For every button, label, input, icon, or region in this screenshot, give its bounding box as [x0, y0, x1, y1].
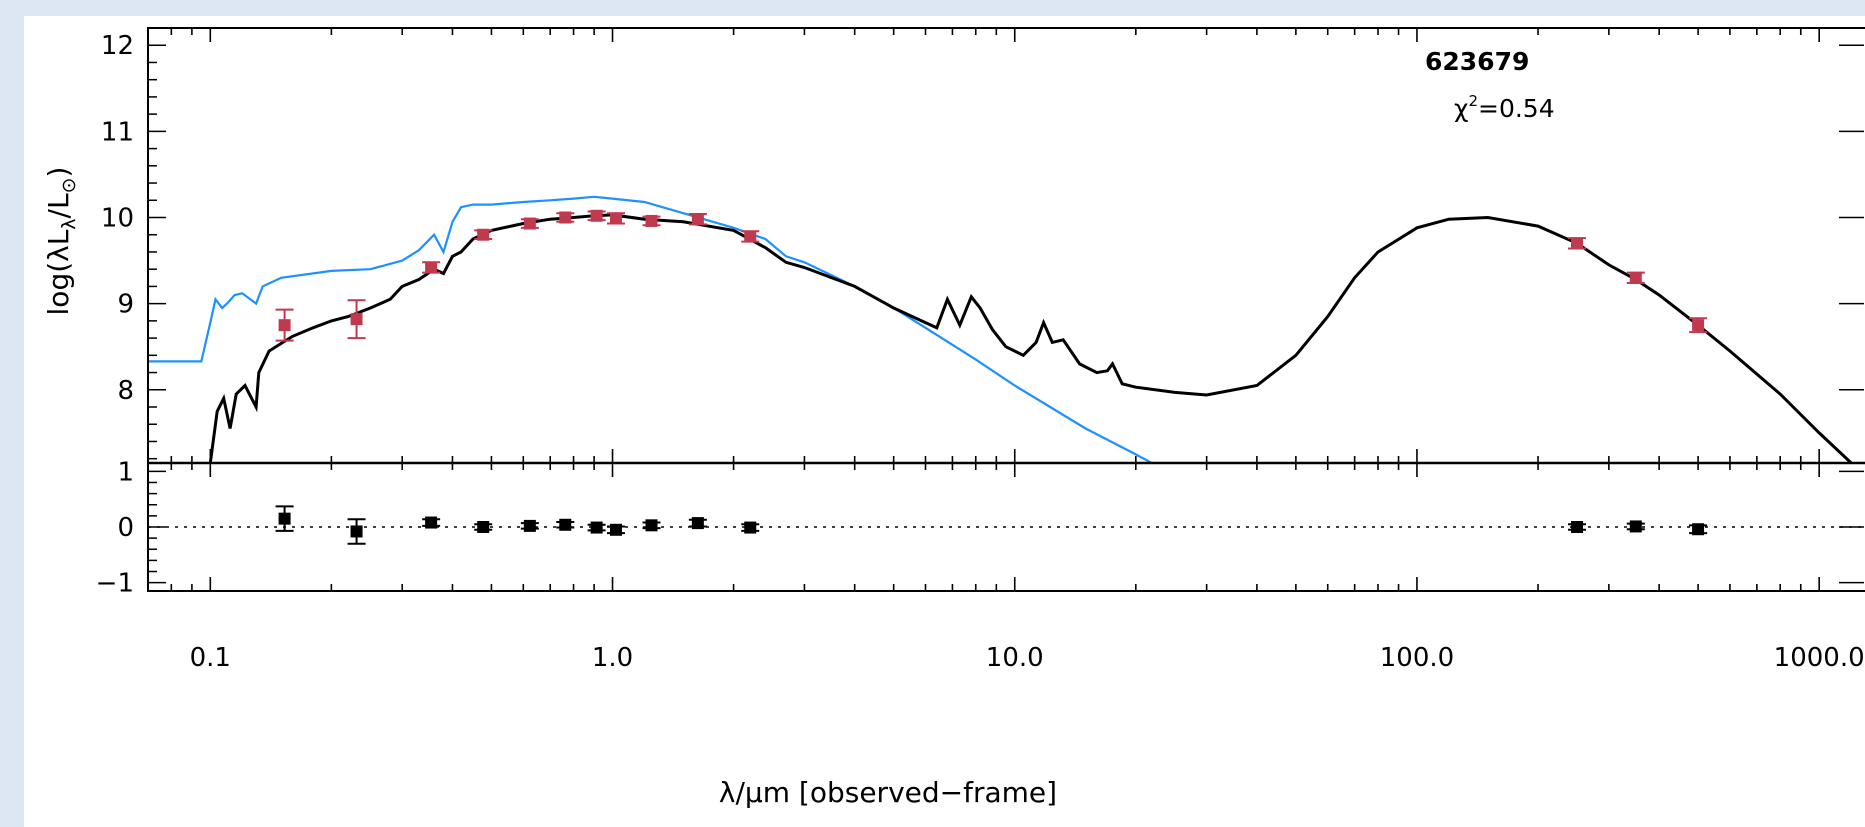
residual-marker — [559, 518, 572, 531]
residual-marker — [477, 521, 490, 533]
chi-square-label: χ2=0.54 — [1454, 92, 1555, 123]
photometry-point-11 — [1568, 237, 1587, 250]
photometry-marker — [1692, 319, 1705, 332]
photometry-marker — [744, 230, 757, 243]
chi-value: =0.54 — [1478, 94, 1555, 123]
photometry-point-4 — [520, 217, 539, 230]
y-tick-label: 10 — [101, 204, 134, 234]
residual-point-11 — [1568, 521, 1587, 533]
y-title-part-2: /L — [42, 193, 75, 218]
x-axis-title: λ/μm [observed−frame] — [719, 776, 1057, 809]
photometry-point-10 — [741, 230, 760, 243]
photometry-marker — [278, 319, 291, 332]
residual-point-12 — [1626, 520, 1645, 533]
residual-marker — [744, 521, 757, 534]
residual-point-13 — [1689, 523, 1708, 536]
residual-marker — [1692, 523, 1705, 536]
y-tick-label: 12 — [101, 31, 134, 61]
residual-point-2 — [422, 516, 441, 529]
residual-y-tick-label: −1 — [96, 569, 134, 599]
photometry-point-9 — [688, 213, 707, 226]
photometry-point-0 — [275, 308, 294, 342]
residual-point-4 — [520, 519, 539, 532]
residual-marker — [609, 523, 622, 536]
x-tick-label: 0.1 — [190, 643, 231, 673]
photometry-marker — [1571, 237, 1584, 250]
photometry-point-2 — [422, 261, 441, 274]
sed-figure: 0.1 1.0 10.0 100.0 1000.0 8 9 10 11 12 −1 0 1 623679… — [24, 16, 1865, 827]
residual-marker — [590, 521, 603, 534]
photometry-marker — [645, 214, 658, 227]
photometry-marker — [477, 228, 490, 241]
y-tick-label: 11 — [101, 117, 134, 147]
y-title-part-1: log(λL — [42, 229, 75, 315]
photometry-marker — [559, 211, 572, 224]
photometry-marker — [425, 261, 438, 274]
y-title-close: ) — [42, 167, 75, 178]
residual-point-1 — [347, 518, 366, 545]
photometry-marker — [691, 213, 704, 226]
photometry-marker — [523, 217, 536, 230]
object-id-label: 623679 — [1425, 47, 1529, 76]
chi-exponent: 2 — [1468, 92, 1478, 110]
residual-point-7 — [606, 523, 625, 536]
residual-marker — [1571, 521, 1584, 533]
photometry-point-7 — [606, 212, 625, 225]
residual-marker — [691, 517, 704, 530]
photometry-point-13 — [1689, 317, 1708, 334]
y-tick-label: 8 — [117, 376, 134, 406]
residual-marker — [1629, 520, 1642, 533]
photometry-marker — [350, 313, 363, 326]
photometry-marker — [1629, 271, 1642, 284]
photometry-marker — [609, 212, 622, 225]
sed-chart: 0.1 1.0 10.0 100.0 1000.0 8 9 10 11 12 −1 0 1 623679… — [42, 27, 1865, 809]
residual-marker — [645, 519, 658, 532]
y-title-sun: ⊙ — [58, 177, 80, 193]
residual-point-6 — [587, 521, 606, 534]
y-tick-label: 9 — [117, 290, 134, 320]
photometry-point-1 — [347, 299, 366, 340]
residual-y-tick-label: 0 — [117, 513, 134, 543]
photometry-point-5 — [556, 211, 575, 224]
residual-y-tick-label: 1 — [117, 457, 134, 487]
residual-marker — [523, 519, 536, 532]
top-panel-frame — [147, 27, 1865, 464]
x-tick-label: 1000.0 — [1774, 643, 1865, 673]
residual-point-9 — [688, 517, 707, 530]
x-tick-label: 1.0 — [592, 643, 633, 673]
total-model-line — [208, 213, 1854, 463]
photometry-point-3 — [474, 228, 493, 241]
chi-symbol: χ — [1454, 94, 1468, 123]
residual-marker — [278, 512, 291, 525]
y-title-sub: λ — [58, 218, 80, 229]
x-tick-label: 10.0 — [986, 643, 1044, 673]
residual-point-10 — [741, 521, 760, 534]
photometry-point-12 — [1626, 271, 1645, 284]
y-axis-title: log(λLλ/L⊙) — [42, 167, 80, 316]
photometry-marker — [590, 209, 603, 222]
photometry-point-8 — [642, 214, 661, 227]
x-tick-label: 100.0 — [1380, 643, 1454, 673]
residual-point-0 — [275, 505, 294, 532]
residual-point-3 — [474, 521, 493, 533]
residual-point-5 — [556, 518, 575, 531]
photometry-point-6 — [587, 209, 606, 222]
residual-marker — [350, 525, 363, 538]
residual-marker — [425, 516, 438, 529]
residual-point-8 — [642, 519, 661, 532]
